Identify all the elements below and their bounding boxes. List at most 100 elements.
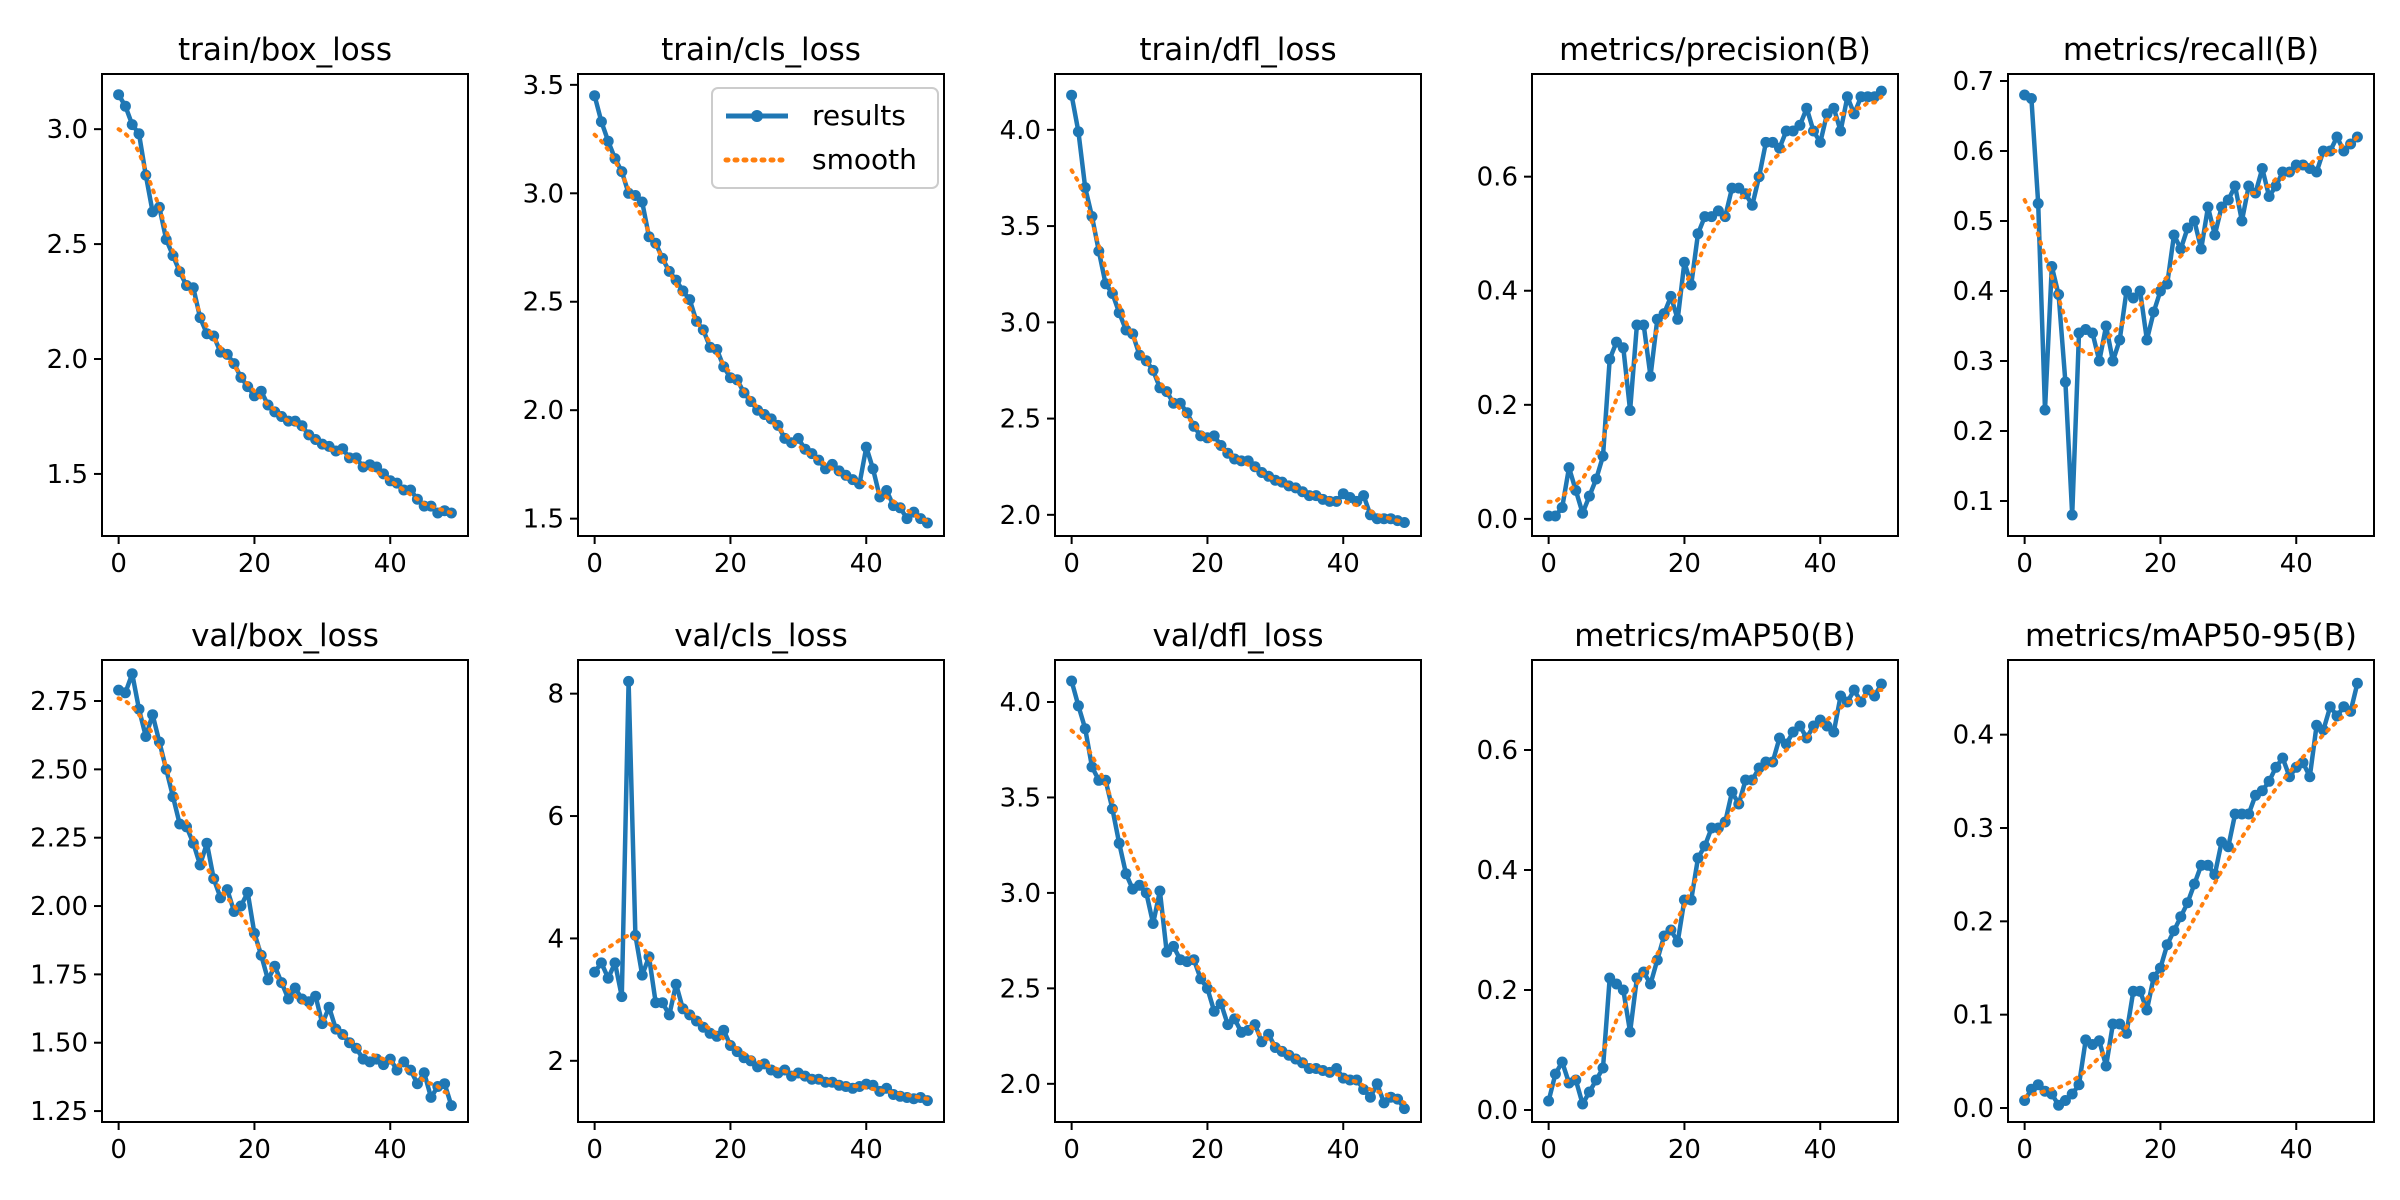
results-point-metrics-precision-b [1590, 473, 1602, 485]
results-point-val-box-loss [310, 990, 322, 1002]
results-point-metrics-recall-b [2195, 243, 2207, 255]
y-tick-label-metrics-recall-b: 0.7 [1953, 67, 1994, 97]
results-point-metrics-map50-95-b [2202, 859, 2214, 871]
chart-title-val-box-loss: val/box_loss [191, 618, 379, 654]
axes-frame-train-box-loss [101, 73, 469, 537]
y-tick-label-train-cls-loss: 3.5 [523, 71, 564, 101]
results-point-val-dfl-loss [1120, 868, 1132, 880]
chart-title-metrics-map50-b: metrics/mAP50(B) [1574, 618, 1855, 654]
results-point-metrics-map50-95-b [2168, 925, 2180, 937]
results-point-metrics-precision-b [1556, 502, 1568, 513]
results-point-metrics-map50-b [1699, 840, 1711, 852]
results-point-metrics-map50-95-b [2073, 1079, 2085, 1091]
results-point-val-cls-loss [589, 966, 601, 978]
results-point-metrics-map50-95-b [2209, 869, 2221, 881]
results-point-val-cls-loss [657, 997, 668, 1009]
results-point-metrics-precision-b [1597, 450, 1609, 462]
smooth-line-metrics-precision-b [1546, 94, 1884, 504]
x-tick-label-train-dfl-loss: 0 [1063, 549, 1080, 579]
y-tick-label-metrics-map50-95-b: 0.3 [1953, 814, 1994, 844]
legend-frame [711, 87, 939, 189]
results-point-metrics-precision-b [1841, 91, 1853, 103]
results-point-train-box-loss [126, 119, 138, 131]
results-point-metrics-recall-b [2093, 355, 2105, 367]
y-tick-label-train-dfl-loss: 3.0 [1000, 308, 1041, 338]
y-tick-label-val-dfl-loss: 2.5 [1000, 974, 1041, 1004]
x-tick-label-val-dfl-loss: 20 [1191, 1135, 1224, 1165]
smooth-line-metrics-recall-b [2022, 135, 2360, 356]
y-tick-label-train-cls-loss: 2.5 [523, 288, 564, 318]
chart-metrics-map50-b: metrics/mAP50(B) 0 20 40 0.0 0.2 0.4 0.6 [1477, 618, 1899, 1165]
smooth-line-metrics-map50-b [1546, 688, 1884, 1088]
results-point-val-cls-loss [602, 972, 614, 984]
chart-val-dfl-loss: val/dfl_loss 0 20 40 2.0 2.5 3.0 3.5 4.0 [1000, 618, 1422, 1165]
results-point-metrics-map50-b [1828, 726, 1840, 738]
results-point-train-dfl-loss [1398, 517, 1410, 528]
results-point-val-box-loss [147, 709, 159, 721]
y-tick-label-metrics-precision-b: 0.0 [1477, 505, 1518, 535]
y-tick-label-metrics-recall-b: 0.4 [1953, 277, 1994, 307]
y-tick-label-metrics-precision-b: 0.4 [1477, 277, 1518, 307]
results-point-metrics-map50-b [1549, 1068, 1561, 1080]
axes-frame-train-dfl-loss [1054, 73, 1422, 537]
results-point-metrics-precision-b [1563, 462, 1575, 474]
results-point-val-box-loss [119, 687, 131, 699]
results-point-val-cls-loss [718, 1024, 730, 1036]
results-point-metrics-recall-b [2059, 376, 2071, 388]
y-tick-label-metrics-map50-b: 0.2 [1477, 976, 1518, 1006]
results-point-metrics-map50-b [1672, 936, 1684, 948]
y-tick-label-val-dfl-loss: 4.0 [1000, 688, 1041, 718]
results-point-metrics-precision-b [1814, 136, 1826, 148]
results-point-metrics-map50-95-b [2175, 911, 2187, 923]
results-point-metrics-map50-b [1692, 852, 1704, 864]
results-point-metrics-recall-b [2066, 509, 2078, 521]
legend-results-marker [751, 110, 763, 122]
legend-results-label: results [812, 99, 906, 132]
y-tick-label-metrics-map50-95-b: 0.2 [1953, 907, 1994, 937]
results-point-metrics-precision-b [1645, 370, 1656, 382]
results-point-val-cls-loss [595, 957, 607, 969]
results-point-metrics-map50-95-b [2059, 1095, 2071, 1106]
x-tick-label-train-cls-loss: 0 [586, 549, 603, 579]
y-tick-label-val-cls-loss: 6 [547, 802, 564, 832]
axes-frame-metrics-map50-b [1531, 659, 1899, 1123]
y-tick-label-val-dfl-loss: 3.5 [1000, 783, 1041, 813]
axes-frame-train-cls-loss [577, 73, 945, 537]
results-point-val-box-loss [323, 1001, 335, 1013]
y-tick-label-metrics-map50-b: 0.6 [1477, 736, 1518, 766]
axes-frame-metrics-recall-b [2007, 73, 2375, 537]
results-point-val-box-loss [235, 900, 247, 912]
results-point-metrics-map50-95-b [2114, 1018, 2126, 1030]
results-point-metrics-recall-b [2025, 93, 2037, 104]
results-point-metrics-precision-b [1685, 279, 1697, 291]
y-tick-label-metrics-recall-b: 0.2 [1953, 417, 1994, 447]
results-point-val-box-loss [445, 1100, 457, 1112]
y-tick-label-metrics-map50-95-b: 0.0 [1953, 1094, 1994, 1124]
x-tick-label-metrics-recall-b: 40 [2280, 549, 2313, 579]
y-tick-label-train-cls-loss: 2.0 [523, 396, 564, 426]
results-point-metrics-precision-b [1692, 228, 1704, 240]
results-point-metrics-precision-b [1678, 256, 1690, 268]
results-point-metrics-recall-b [2270, 180, 2282, 192]
results-point-val-dfl-loss [1113, 837, 1125, 849]
x-tick-label-metrics-precision-b: 0 [1540, 549, 1557, 579]
y-tick-label-train-cls-loss: 3.0 [523, 179, 564, 209]
results-point-metrics-recall-b [2087, 327, 2098, 339]
results-point-train-cls-loss [867, 463, 879, 475]
results-point-metrics-map50-b [1617, 984, 1629, 996]
chart-train-dfl-loss: train/dfl_loss 0 20 40 2.0 2.5 3.0 3.5 4.0 [1000, 32, 1422, 579]
smooth-line-train-cls-loss [592, 132, 930, 523]
results-point-train-dfl-loss [1358, 490, 1370, 502]
results-point-metrics-precision-b [1577, 507, 1589, 519]
x-tick-label-val-box-loss: 40 [374, 1135, 407, 1165]
results-point-train-cls-loss [881, 485, 893, 496]
results-point-metrics-map50-95-b [2297, 757, 2309, 769]
y-tick-label-train-dfl-loss: 3.5 [1000, 212, 1041, 242]
chart-title-metrics-recall-b: metrics/recall(B) [2063, 32, 2319, 68]
y-tick-label-train-box-loss: 2.0 [47, 345, 88, 375]
results-point-metrics-map50-95-b [2324, 701, 2336, 713]
y-tick-label-val-box-loss: 2.00 [30, 892, 88, 922]
results-point-metrics-map50-b [1597, 1062, 1609, 1074]
chart-title-metrics-map50-95-b: metrics/mAP50-95(B) [2025, 618, 2357, 654]
x-tick-label-val-box-loss: 20 [238, 1135, 271, 1165]
